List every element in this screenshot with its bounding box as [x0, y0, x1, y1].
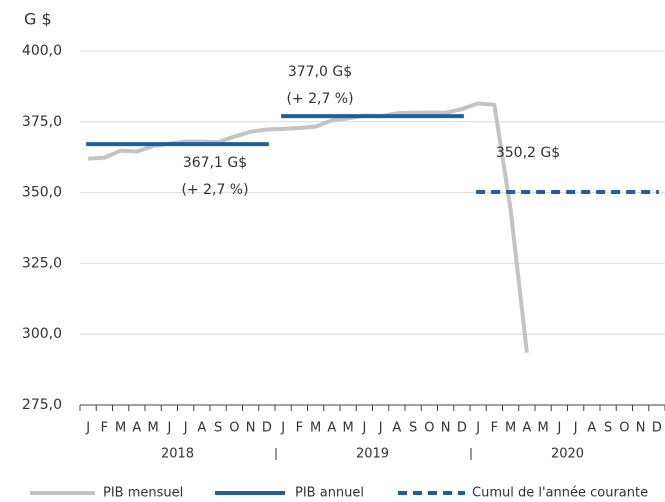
x-tick-label: S: [604, 421, 612, 436]
x-tick-label: M: [538, 421, 549, 436]
x-tick-label: A: [197, 421, 206, 436]
x-tick-label: F: [296, 421, 303, 436]
y-tick-label: 300,0: [22, 326, 62, 342]
legend-label: PIB annuel: [295, 486, 364, 501]
x-tick-label: N: [636, 421, 646, 436]
change-label: (+ 2,7 %): [181, 182, 248, 198]
x-tick-label: J: [166, 421, 171, 436]
y-tick-label: 325,0: [22, 255, 62, 271]
x-tick-label: M: [343, 421, 354, 436]
y-tick-label: 350,0: [22, 185, 62, 201]
legend-label: Cumul de l'année courante: [472, 486, 648, 501]
y-tick-label: 275,0: [22, 397, 62, 413]
value-label: 377,0 G$: [288, 64, 352, 80]
x-tick-label: M: [148, 421, 159, 436]
x-tick-label: N: [441, 421, 451, 436]
y-tick-label: 375,0: [22, 114, 62, 130]
y-axis-title: G $: [24, 10, 52, 29]
year-label: 2019: [356, 447, 389, 462]
legend-label: PIB mensuel: [103, 486, 183, 501]
year-label: 2020: [551, 447, 584, 462]
x-tick-label: N: [246, 421, 256, 436]
x-tick-label: D: [262, 421, 272, 436]
x-tick-label: D: [652, 421, 662, 436]
x-tick-label: A: [587, 421, 596, 436]
change-label: (+ 2,7 %): [286, 91, 353, 107]
x-tick-label: F: [491, 421, 498, 436]
x-tick-label: J: [475, 421, 480, 436]
x-tick-label: J: [85, 421, 90, 436]
x-tick-label: S: [214, 421, 222, 436]
value-label: 367,1 G$: [183, 155, 247, 171]
x-tick-label: J: [378, 421, 383, 436]
x-tick-label: A: [327, 421, 336, 436]
x-tick-label: J: [573, 421, 578, 436]
x-tick-label: S: [409, 421, 417, 436]
x-tick-label: D: [457, 421, 467, 436]
x-tick-label: O: [424, 421, 434, 436]
x-tick-label: A: [522, 421, 531, 436]
x-tick-label: O: [619, 421, 629, 436]
x-tick-label: F: [101, 421, 108, 436]
x-tick-label: M: [115, 421, 126, 436]
x-tick-label: M: [310, 421, 321, 436]
year-label: 2018: [161, 447, 194, 462]
x-tick-label: A: [392, 421, 401, 436]
x-tick-label: J: [361, 421, 366, 436]
x-tick-label: J: [556, 421, 561, 436]
x-tick-label: O: [229, 421, 239, 436]
monthly-line: [88, 101, 529, 353]
x-tick-label: J: [183, 421, 188, 436]
x-tick-label: A: [132, 421, 141, 436]
y-tick-label: 400,0: [22, 43, 62, 59]
x-tick-label: J: [280, 421, 285, 436]
x-tick-label: M: [505, 421, 516, 436]
value-label: 350,2 G$: [496, 145, 560, 161]
